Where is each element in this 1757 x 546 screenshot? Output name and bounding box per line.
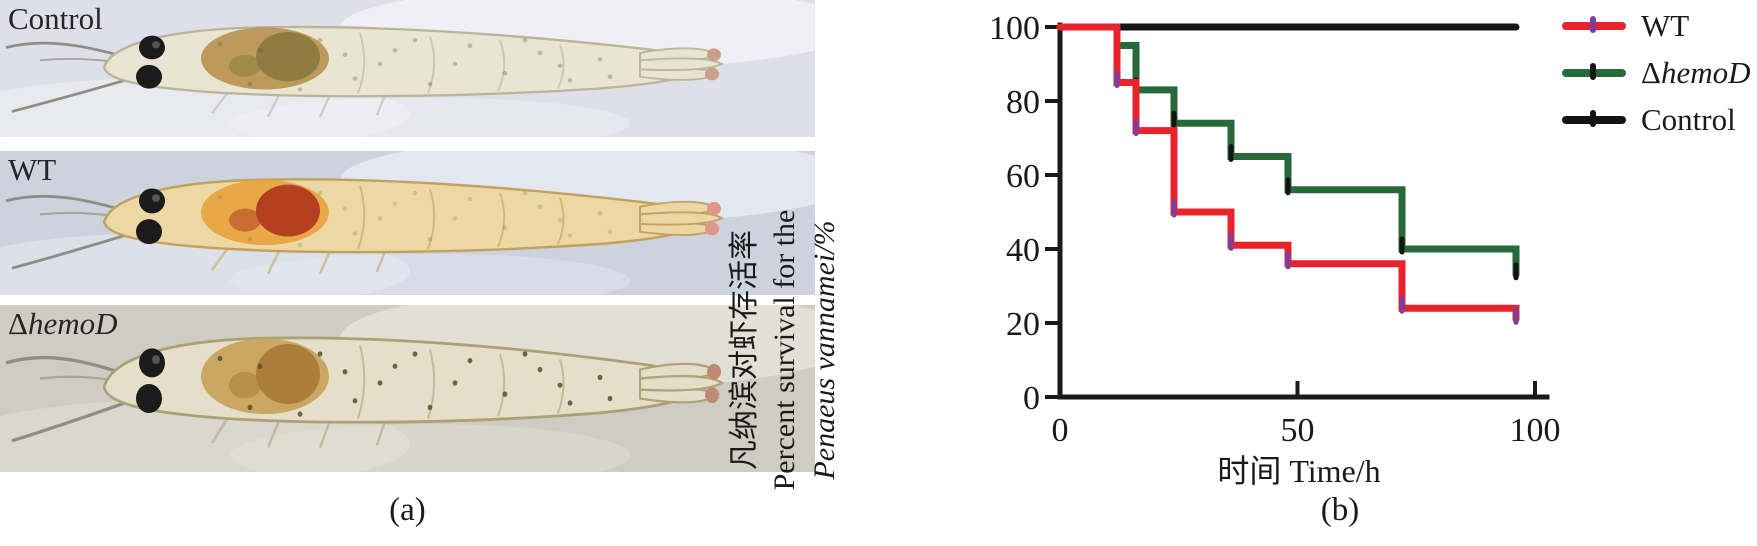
photo-label-hemod: ΔhemoD <box>8 306 118 341</box>
control-line-swatch <box>1562 109 1626 127</box>
hemod-censor-tick-icon <box>1590 62 1596 80</box>
control-censor-tick-icon <box>1590 109 1596 127</box>
svg-text:100: 100 <box>989 10 1040 47</box>
control-shrimp-image <box>0 0 815 137</box>
survival-chart-plot: 0 20 40 60 80 100 0 50 100 <box>989 10 1561 449</box>
svg-text:60: 60 <box>1006 158 1040 195</box>
photo-hemod-shrimp: ΔhemoD <box>0 305 815 472</box>
svg-text:0: 0 <box>1052 412 1069 449</box>
hemod-line-swatch <box>1562 62 1626 80</box>
photo-label-wt: WT <box>8 152 57 187</box>
x-axis-label: 时间 Time/h <box>1217 453 1381 489</box>
hemod-shrimp-image <box>0 305 815 472</box>
legend-label-control: Control <box>1641 101 1736 137</box>
chart-legend: WT ΔhemoD Control <box>1562 2 1750 143</box>
legend-label-wt: WT <box>1641 7 1690 43</box>
svg-text:0: 0 <box>1023 380 1040 417</box>
caption-b: (b) <box>1320 492 1360 528</box>
svg-text:50: 50 <box>1281 412 1315 449</box>
legend-row-wt: WT <box>1562 2 1750 49</box>
legend-label-hemod: ΔhemoD <box>1641 54 1751 90</box>
wt-line-swatch <box>1562 15 1626 33</box>
svg-text:20: 20 <box>1006 306 1040 343</box>
svg-text:100: 100 <box>1510 412 1561 449</box>
wt-censor-tick-icon <box>1590 15 1596 33</box>
legend-row-control: Control <box>1562 96 1750 143</box>
wt-shrimp-image <box>0 151 815 295</box>
svg-text:40: 40 <box>1006 232 1040 269</box>
photo-wt-shrimp: WT <box>0 151 815 295</box>
panel-a-photos: Control WT ΔhemoD (a) <box>0 0 815 546</box>
caption-a: (a) <box>389 492 426 528</box>
photo-control-shrimp: Control <box>0 0 815 137</box>
legend-row-hemod: ΔhemoD <box>1562 49 1750 96</box>
photo-label-control: Control <box>8 1 103 36</box>
svg-text:80: 80 <box>1006 84 1040 121</box>
